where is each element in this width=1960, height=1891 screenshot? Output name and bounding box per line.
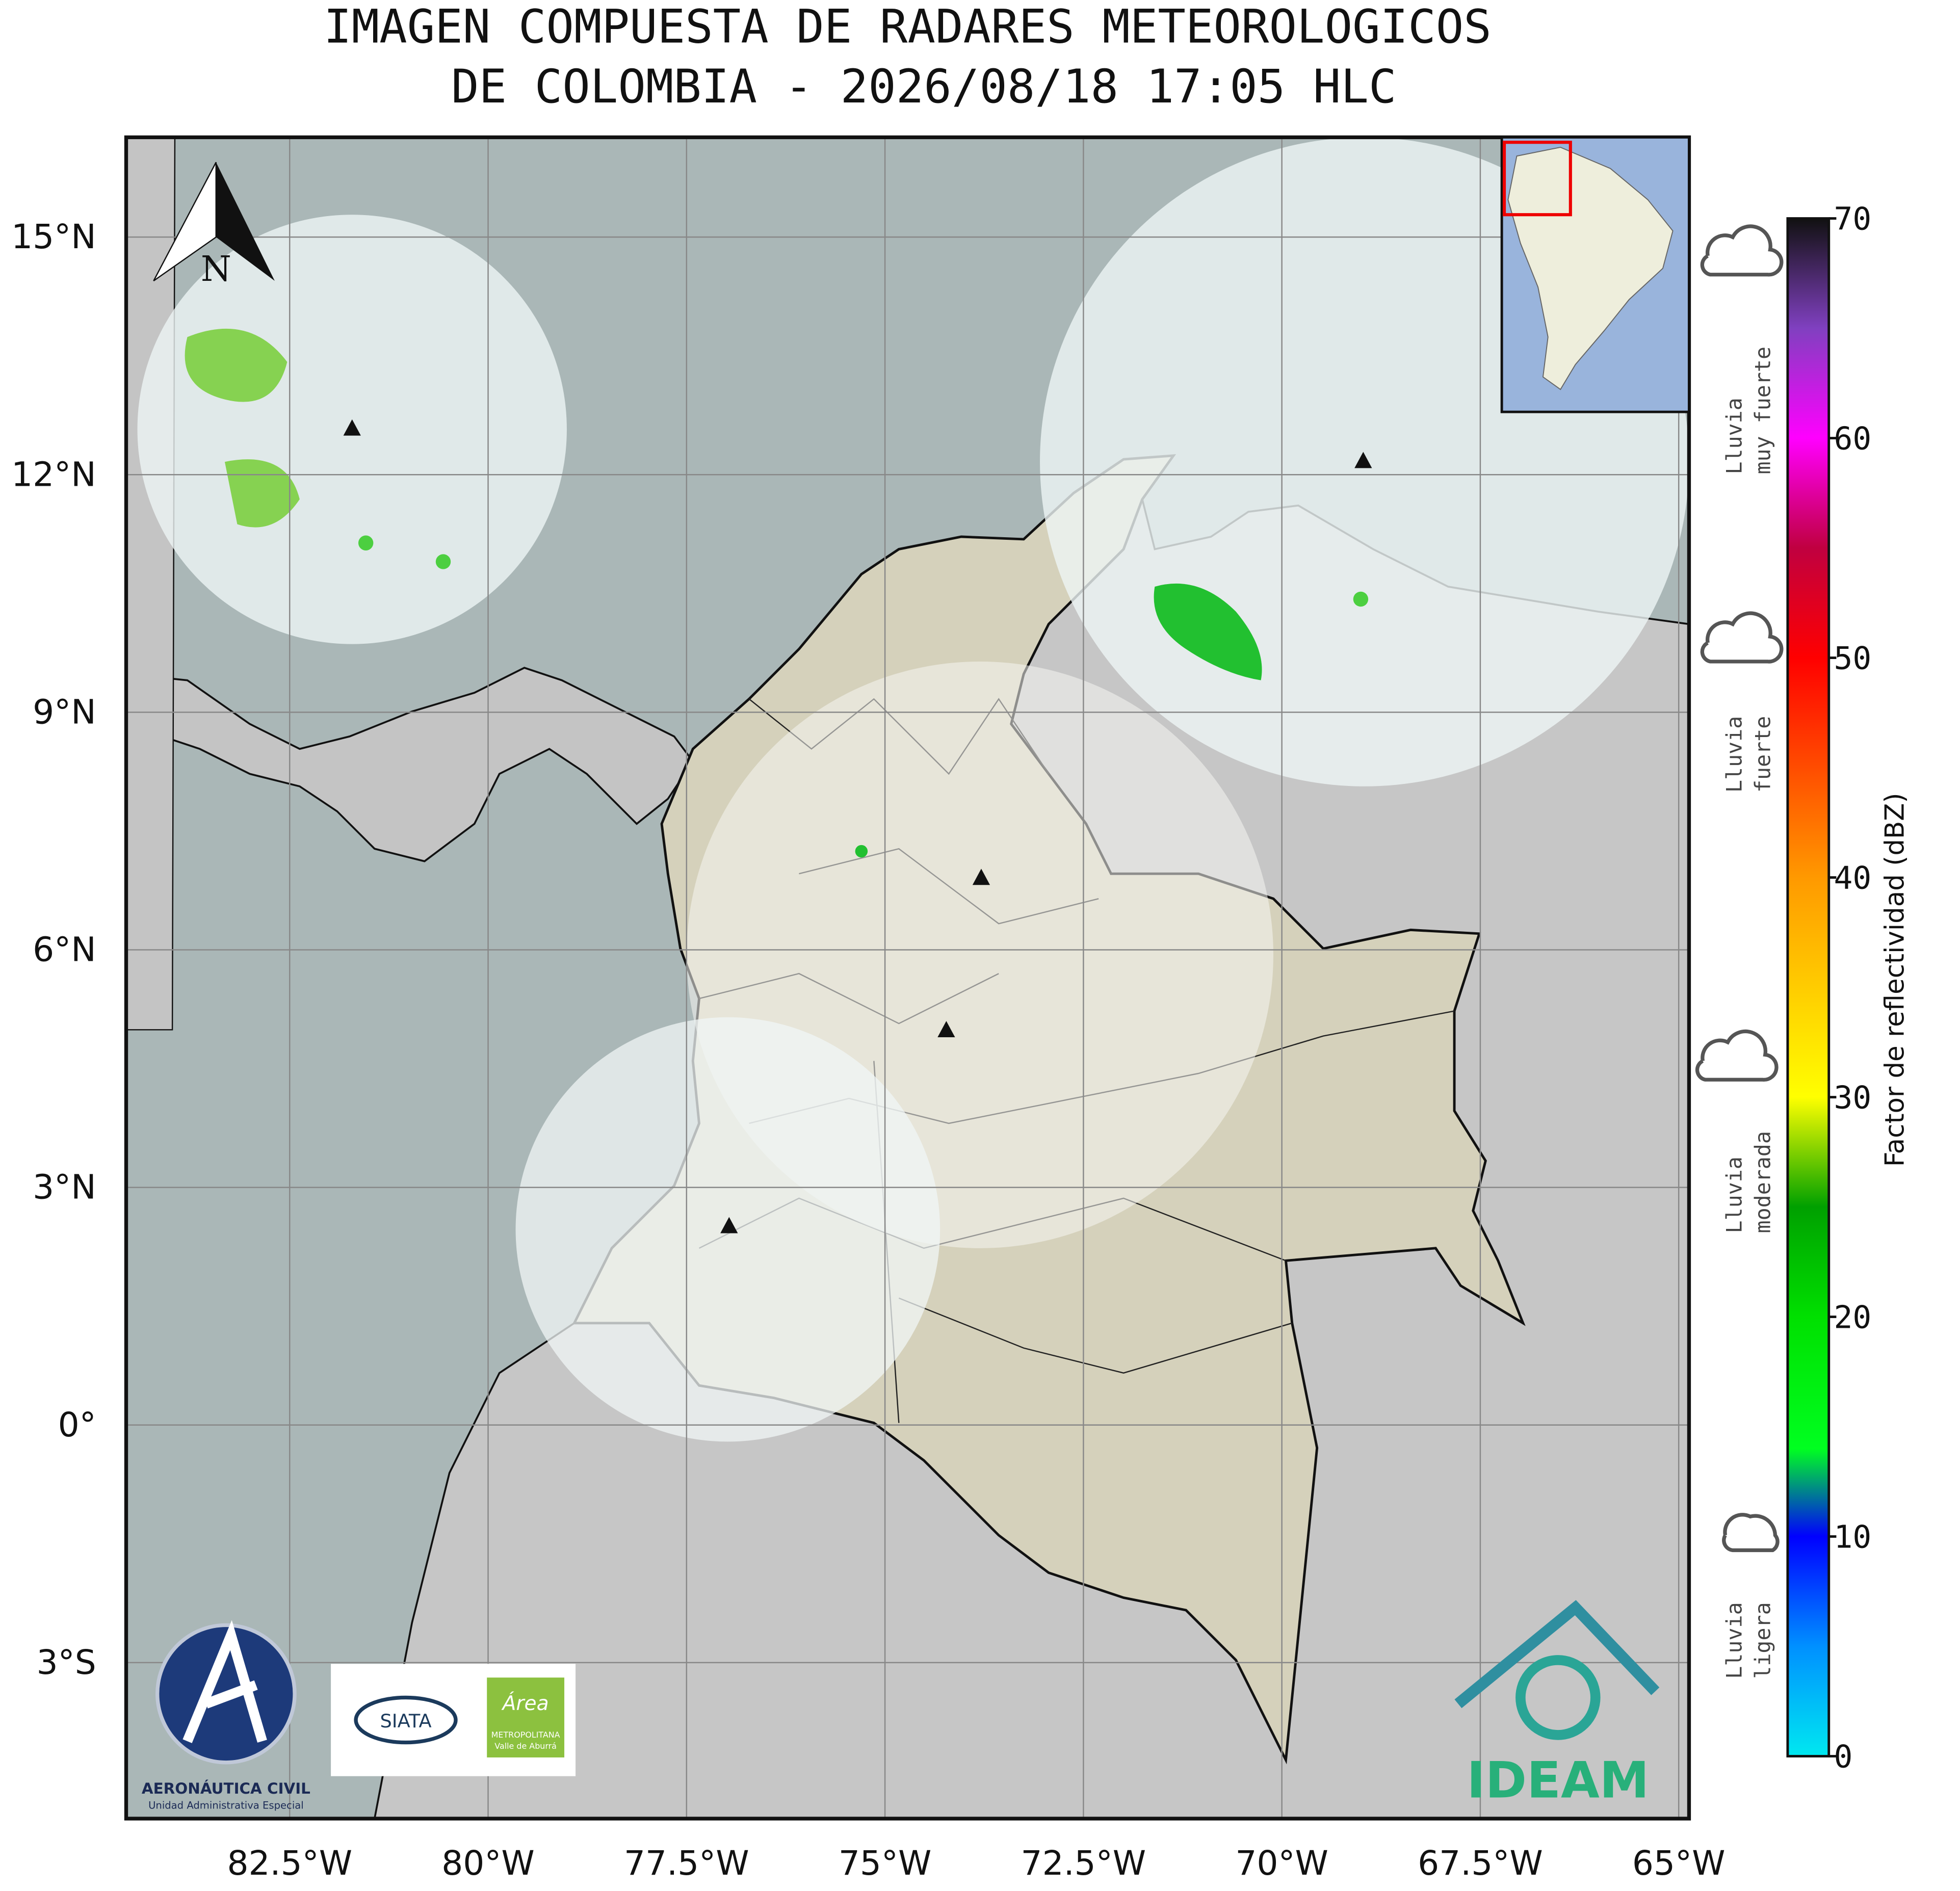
- lat-tick-label: 3°N: [33, 1168, 96, 1207]
- radar-echo: [1353, 591, 1369, 607]
- lon-tick-label: 65°W: [1632, 1844, 1726, 1883]
- colorbar-ramp: [1786, 217, 1831, 1757]
- map-frame: [124, 135, 1691, 1821]
- colorbar-tick-label: 0: [1834, 1739, 1853, 1775]
- lat-tick-label: 15°N: [11, 217, 96, 256]
- weather-icon: [1700, 224, 1784, 277]
- colorbar-label: Factor de reflectividad (dBZ): [1880, 793, 1911, 1167]
- colorbar-tick-label: 30: [1834, 1080, 1872, 1116]
- aerocivil-mark: [182, 1620, 267, 1743]
- intensity-label: ligera: [1750, 1602, 1775, 1678]
- radar-echo: [358, 535, 374, 550]
- lon-tick-label: 77.5°W: [624, 1844, 749, 1883]
- colorbar-tick-label: 20: [1834, 1300, 1872, 1336]
- intensity-label: Lluvia: [1721, 1602, 1746, 1678]
- logo-text: METROPOLITANA: [491, 1730, 560, 1740]
- colorbar-tick-label: 40: [1834, 860, 1872, 897]
- ideam-roof: [1454, 1600, 1660, 1709]
- radar-echo: [185, 328, 300, 528]
- intensity-label: Lluvia: [1721, 1157, 1746, 1233]
- ideam-swirl: [1515, 1655, 1601, 1740]
- weather-icon: [1722, 1513, 1780, 1553]
- colorbar-tick-label: 50: [1834, 641, 1872, 677]
- lat-tick-label: 12°N: [11, 455, 96, 494]
- radar-echo: [855, 845, 868, 858]
- area-logo: [487, 1677, 565, 1757]
- title-line: DE COLOMBIA - 2026/08/18 17:05 HLC: [451, 60, 1396, 114]
- inset-highlight: [1502, 141, 1572, 217]
- lon-tick-label: 80°W: [441, 1844, 535, 1883]
- radar-echo: [1154, 583, 1262, 680]
- lat-tick-label: 0°: [58, 1405, 96, 1444]
- lon-tick-label: 67.5°W: [1418, 1844, 1543, 1883]
- map-area: [126, 137, 1689, 1819]
- colorbar-tick-label: 60: [1834, 421, 1872, 457]
- colorbar-tick-label: 10: [1834, 1519, 1872, 1556]
- title-line: IMAGEN COMPUESTA DE RADARES METEOROLOGIC…: [324, 0, 1492, 54]
- central-america: [126, 667, 694, 862]
- logo-text: Valle de Aburrá: [494, 1741, 557, 1751]
- intensity-label: Lluvia: [1721, 716, 1746, 793]
- axis-labels: 82.5°W 80°W 77.5°W 75°W 72.5°W 70°W 67.5°W 65°W…: [11, 217, 1725, 1883]
- intensity-label: Lluvia: [1721, 398, 1746, 474]
- colorbar-tick-label: 70: [1834, 201, 1872, 238]
- lat-tick-label: 9°N: [33, 692, 96, 731]
- north-arrow: [216, 162, 275, 281]
- logo-text: IDEAM: [1467, 1751, 1649, 1809]
- intensity-label: moderada: [1750, 1131, 1775, 1233]
- intensity-legend: Lluvia muy fuerte Lluvia fuerte Lluvia m…: [1695, 224, 1784, 1679]
- intensity-label: fuerte: [1750, 716, 1775, 793]
- grid: [126, 137, 1689, 1819]
- logo-text: Área: [501, 1691, 549, 1715]
- logo-text: AERONÁUTICA CIVIL: [142, 1779, 310, 1797]
- intensity-label: muy fuerte: [1750, 347, 1775, 475]
- weather-icon: [1695, 1029, 1779, 1082]
- weather-icon: [1700, 611, 1784, 664]
- north-label: N: [201, 249, 231, 290]
- colorbar: 0 10 20 30 40 50 60 70: [1786, 201, 1872, 1775]
- lat-tick-label: 6°N: [33, 930, 96, 969]
- lon-tick-label: 82.5°W: [227, 1844, 352, 1883]
- radar-echo: [435, 554, 451, 569]
- logo-text: SIATA: [380, 1710, 431, 1732]
- lon-tick-label: 72.5°W: [1021, 1844, 1146, 1883]
- siata-mark: [354, 1695, 458, 1745]
- lon-tick-label: 75°W: [839, 1844, 932, 1883]
- lon-tick-label: 70°W: [1235, 1844, 1328, 1883]
- inset-continent: [1507, 146, 1674, 390]
- lat-tick-label: 3°S: [37, 1643, 96, 1682]
- logo-text: Unidad Administrativa Especial: [148, 1799, 304, 1811]
